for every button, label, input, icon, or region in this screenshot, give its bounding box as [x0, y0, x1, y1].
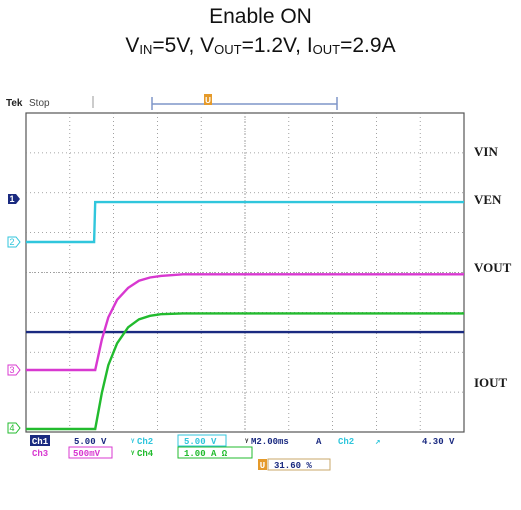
ch2-scale-box [177, 434, 227, 447]
legend-vout: VOUT [474, 260, 512, 275]
trace-ven [26, 200, 464, 244]
chart-subtitle: VIN=5V, VOUT=1.2V, IOUT=2.9A [0, 34, 521, 58]
ch3-scale: 500mV [73, 449, 101, 459]
svg-text:2: 2 [9, 237, 14, 247]
ch4-coupling-icon: ᵞ [130, 449, 135, 459]
scope-brand: Tek [6, 98, 23, 109]
svg-text:3: 3 [9, 365, 14, 375]
title-line-1: Enable ON [209, 5, 312, 28]
ch1-scale: 5.00 V [74, 437, 107, 447]
legend-vin: VIN [474, 144, 498, 159]
trigger-level: 4.30 V [422, 437, 455, 447]
subtitle-iout-symbol: I [306, 34, 313, 57]
oscilloscope-capture: Tek Stop U U 1 2 3 4 VIN VEN VOUT IOUT [6, 94, 512, 471]
trace-iout [26, 312, 464, 431]
subtitle-iout-sub: OUT [312, 42, 341, 57]
timebase: M2.00ms [251, 437, 289, 447]
legend-ven: VEN [474, 192, 502, 207]
subtitle-vout-sub: OUT [214, 42, 242, 57]
readout-row-1: Ch1 5.00 V ᵞ Ch2 5.00 V ᵞ M2.00ms A Ch2 … [30, 434, 455, 447]
subtitle-vout-symbol: V [200, 34, 215, 57]
ch2-label: Ch2 [137, 437, 153, 447]
ch4-marker: 4 [7, 422, 21, 434]
chart-title: Enable ON [0, 5, 521, 29]
graticule [26, 113, 464, 432]
subtitle-vout-value: =1.2V, [241, 34, 307, 57]
readout-row-3: U 31.60 % [258, 458, 331, 471]
svg-text:U: U [260, 461, 265, 471]
subtitle-vin-symbol: V [125, 34, 140, 57]
trigger-position-icon: U [204, 94, 212, 105]
subtitle-vin-value: =5V, [152, 34, 201, 57]
svg-text:4: 4 [9, 423, 14, 433]
readout-row-2: Ch3 500mV ᵞ Ch4 1.00 A Ω [32, 446, 253, 459]
scope-state: Stop [29, 98, 50, 109]
trigger-position: 31.60 % [274, 461, 312, 471]
svg-text:U: U [205, 96, 211, 105]
ch3-label: Ch3 [32, 449, 48, 459]
trace-vout [26, 273, 464, 372]
ch4-scale: 1.00 A Ω [184, 449, 228, 459]
ch2-marker: 2 [7, 236, 21, 248]
trigger-position-box [267, 458, 331, 471]
ch4-scale-box [177, 446, 253, 459]
ch1-label-box [30, 435, 50, 446]
ch1-marker: 1 [8, 194, 20, 204]
trigger-position-marker [258, 459, 267, 470]
timebase-icon: ᵞ [244, 437, 249, 447]
subtitle-vin-sub: IN [139, 42, 153, 57]
ch3-marker: 3 [7, 364, 21, 376]
trigger-slope-icon: ↗ [375, 437, 380, 447]
subtitle-iout-value: =2.9A [340, 34, 396, 57]
ch1-label: Ch1 [32, 437, 49, 447]
ch3-scale-box [68, 446, 113, 459]
trigger-source: Ch2 [338, 437, 354, 447]
ch2-coupling-icon: ᵞ [130, 437, 135, 447]
ch2-scale: 5.00 V [184, 437, 217, 447]
ch4-label: Ch4 [137, 449, 154, 459]
trigger-mode: A [316, 437, 322, 447]
svg-text:1: 1 [9, 194, 14, 204]
legend-iout: IOUT [474, 375, 508, 390]
